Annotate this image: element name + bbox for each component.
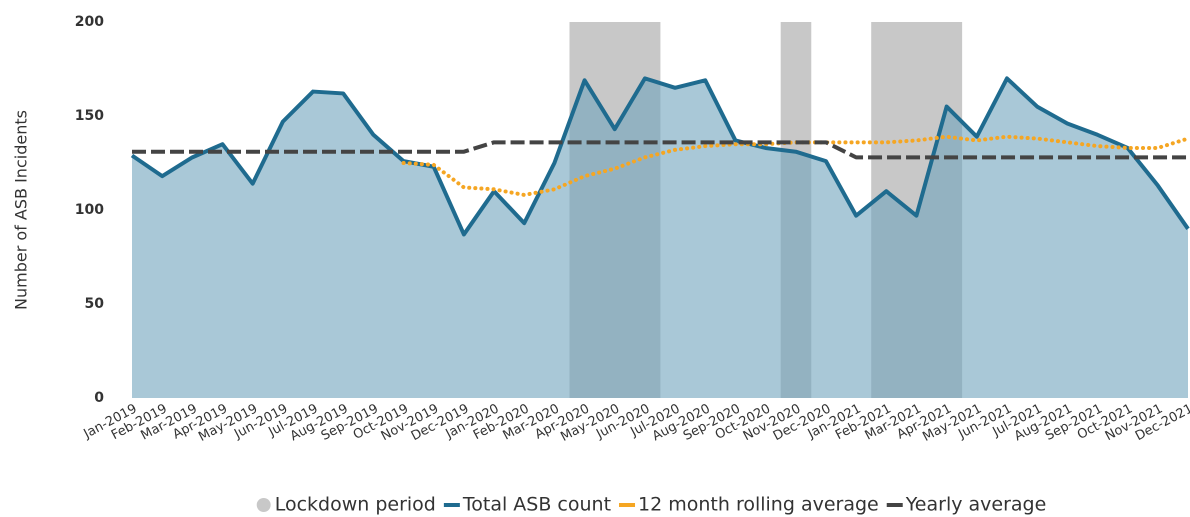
y-tick-label: 100 bbox=[75, 202, 104, 218]
legend-label: 12 month rolling average bbox=[638, 494, 879, 516]
legend: Lockdown period Total ASB count 12 month r… bbox=[256, 494, 1047, 516]
legend-symbol bbox=[256, 498, 271, 512]
y-tick-label: 50 bbox=[85, 296, 105, 312]
y-axis-title: Number of ASB Incidents bbox=[12, 110, 31, 310]
y-tick-label: 150 bbox=[75, 108, 104, 124]
legend-label: Lockdown period bbox=[275, 494, 436, 516]
y-tick-label: 0 bbox=[94, 390, 104, 406]
legend-label: Total ASB count bbox=[462, 494, 611, 516]
area bbox=[132, 78, 1188, 399]
y-tick-label: 200 bbox=[75, 14, 104, 30]
legend-label: Yearly average bbox=[905, 494, 1047, 516]
line bbox=[130, 76, 1190, 237]
line bbox=[132, 140, 1188, 160]
